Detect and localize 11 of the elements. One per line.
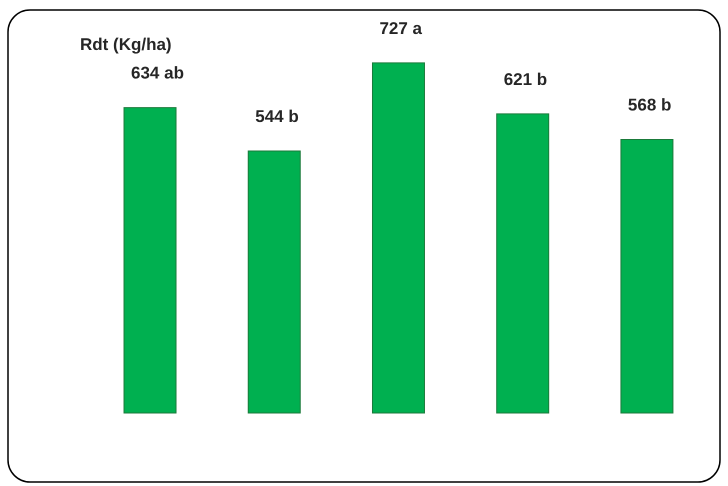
bar — [496, 113, 550, 414]
bar — [620, 138, 674, 414]
chart-title: Rdt (Kg/ha) — [80, 35, 172, 54]
bar — [124, 107, 177, 414]
bar — [372, 62, 425, 414]
data-label: 568 b — [628, 95, 672, 114]
data-label: 727 a — [379, 18, 423, 38]
bar — [248, 150, 301, 414]
data-label: 621 b — [504, 70, 548, 89]
data-label: 634 ab — [131, 64, 184, 83]
data-label: 544 b — [255, 107, 299, 126]
